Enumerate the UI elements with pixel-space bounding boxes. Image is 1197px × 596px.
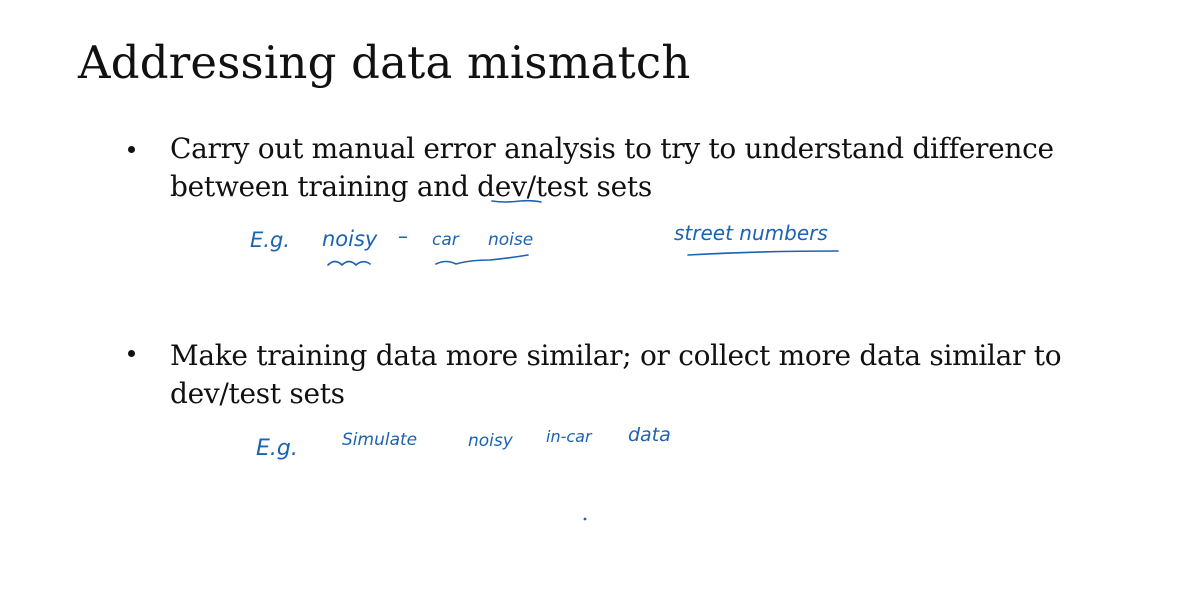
- handwritten-noisy: noisy: [468, 431, 514, 451]
- handwritten-eg: E.g.: [256, 436, 298, 461]
- handwritten-eg: E.g.: [250, 228, 290, 252]
- handwritten-simulate: Simulate: [342, 430, 417, 450]
- bullet-marker: [128, 146, 135, 153]
- underline-stroke: [491, 199, 542, 203]
- underline-stroke: [327, 260, 371, 266]
- handwritten-noisy: noisy: [322, 227, 378, 251]
- handwritten-street-numbers: street numbers: [674, 221, 828, 245]
- handwritten-car: car: [432, 230, 460, 250]
- handwritten-data: data: [628, 424, 671, 446]
- underline-stroke: [687, 250, 839, 256]
- handwritten-in-car: in-car: [546, 427, 593, 446]
- slide-title: Addressing data mismatch: [78, 36, 691, 89]
- bullet-line: between training and dev/test sets: [170, 170, 652, 203]
- bullet-text: Make training data more similar; or coll…: [170, 337, 1062, 413]
- handwritten-dash: –: [398, 224, 408, 248]
- bullet-line: Make training data more similar; or coll…: [170, 339, 1062, 372]
- underline-stroke: [435, 254, 529, 265]
- bullet-line: Carry out manual error analysis to try t…: [170, 132, 1054, 165]
- bullet-line: dev/test sets: [170, 377, 345, 410]
- ink-dot: [583, 517, 587, 521]
- bullet-text: Carry out manual error analysis to try t…: [170, 130, 1054, 206]
- bullet-marker: [128, 350, 135, 357]
- handwritten-noise: noise: [488, 230, 533, 250]
